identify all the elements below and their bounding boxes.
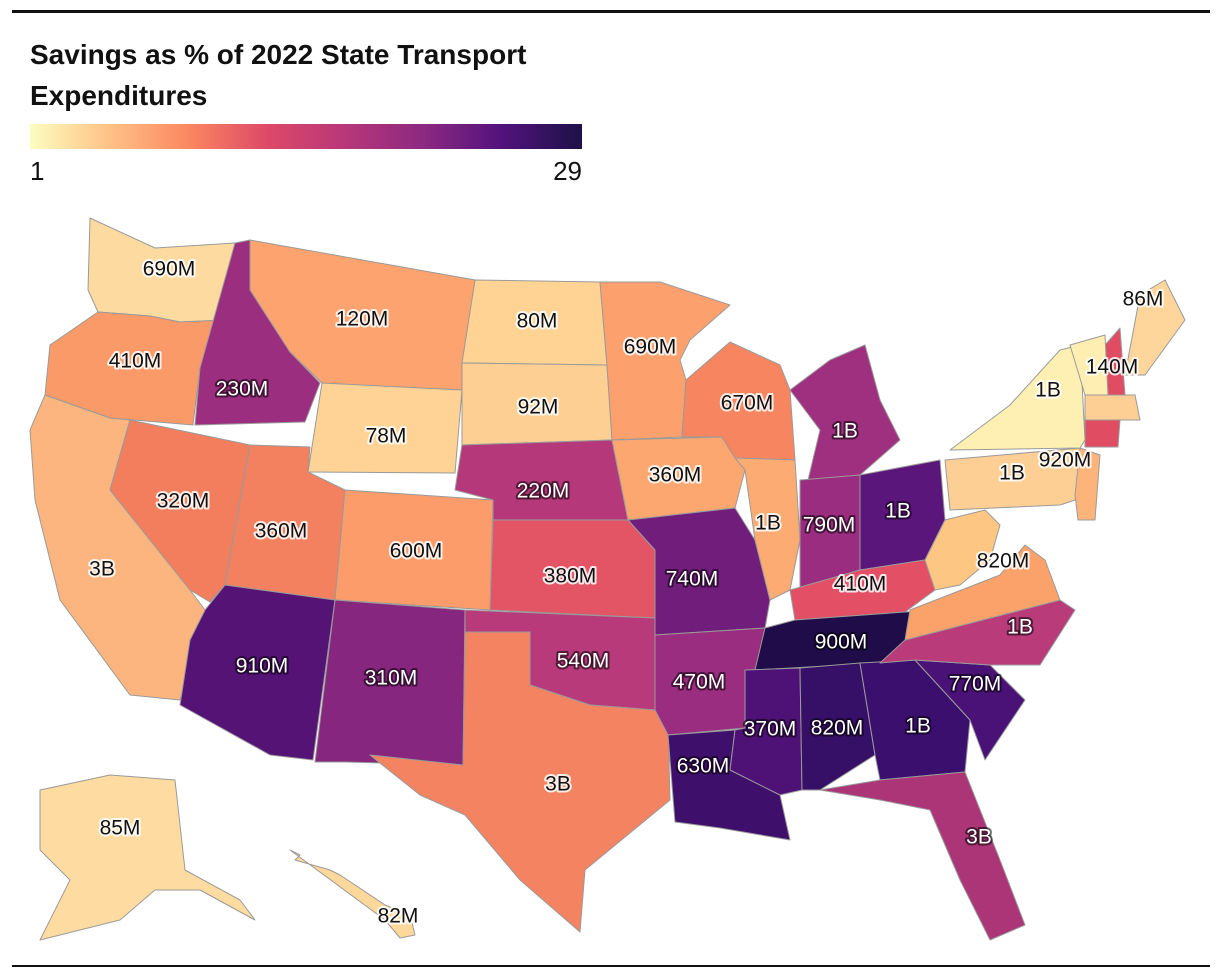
state-ny[interactable] xyxy=(949,344,1086,451)
state-label-ga: 1B xyxy=(905,715,931,738)
state-al[interactable] xyxy=(799,662,876,791)
state-label-ak: 85M xyxy=(100,817,141,840)
state-label-hi: 82M xyxy=(378,905,419,928)
state-label-sd: 92M xyxy=(518,396,559,419)
state-or[interactable] xyxy=(44,311,226,426)
state-label-ne: 220M xyxy=(517,480,570,503)
state-label-wi: 670M xyxy=(721,392,774,415)
state-label-mn: 690M xyxy=(624,336,677,359)
state-fl[interactable] xyxy=(819,771,1026,941)
state-label-co: 600M xyxy=(390,540,443,563)
state-label-pa: 1B xyxy=(999,462,1025,485)
state-label-nv: 320M xyxy=(157,490,210,513)
state-mo[interactable] xyxy=(627,507,771,636)
state-label-nm: 310M xyxy=(365,667,418,690)
state-label-nc: 1B xyxy=(1007,616,1033,639)
state-me[interactable] xyxy=(1124,279,1186,376)
state-label-mt: 120M xyxy=(336,308,389,331)
state-wy[interactable] xyxy=(307,382,463,474)
state-label-oh: 1B xyxy=(885,500,911,523)
state-ma[interactable] xyxy=(1084,394,1141,421)
state-label-ca: 3B xyxy=(89,558,115,581)
state-label-mo: 740M xyxy=(666,568,719,591)
state-label-nd: 80M xyxy=(517,310,558,333)
state-ak[interactable] xyxy=(39,774,256,941)
legend-max-label: 29 xyxy=(553,156,582,186)
state-label-ms: 370M xyxy=(744,718,797,741)
chart-title: Savings as % of 2022 State Transport Exp… xyxy=(30,39,527,111)
state-mn[interactable] xyxy=(599,281,731,441)
state-label-tx: 3B xyxy=(545,773,571,796)
state-label-sc: 770M xyxy=(949,673,1002,696)
state-label-ks: 380M xyxy=(544,565,597,588)
state-label-id: 230M xyxy=(216,378,269,401)
state-hi[interactable] xyxy=(289,849,416,939)
state-label-wa: 690M xyxy=(143,258,196,281)
state-label-me: 86M xyxy=(1123,288,1164,311)
top-rule xyxy=(12,10,1210,13)
state-wv[interactable] xyxy=(924,509,1001,591)
state-label-ny: 1B xyxy=(1035,379,1061,402)
state-label-ar: 470M xyxy=(673,671,726,694)
state-label-or: 410M xyxy=(109,350,162,373)
state-ct[interactable] xyxy=(1084,419,1121,448)
color-scale-legend xyxy=(30,124,582,149)
state-nj[interactable] xyxy=(1074,447,1101,521)
state-label-la: 630M xyxy=(677,755,730,778)
state-label-nh: 140M xyxy=(1086,356,1139,379)
state-pa[interactable] xyxy=(944,447,1091,511)
state-label-nj: 920M xyxy=(1039,449,1092,472)
legend-min-label: 1 xyxy=(30,156,45,186)
state-label-ky: 410M xyxy=(834,573,887,596)
state-label-tn: 900M xyxy=(815,631,868,654)
state-label-ok: 540M xyxy=(557,650,610,673)
state-label-mi: 1B xyxy=(832,420,858,443)
states-layer xyxy=(29,217,1186,941)
state-label-il: 1B xyxy=(755,512,781,535)
state-label-va: 820M xyxy=(977,550,1030,573)
state-label-fl: 3B xyxy=(966,826,992,849)
state-label-wy: 78M xyxy=(366,425,407,448)
state-label-al: 820M xyxy=(811,717,864,740)
state-il[interactable] xyxy=(734,457,801,601)
labels-layer: 690M 410M 3B 230M 320M 120M 78M 360M 910M 600M 310… xyxy=(87,256,1165,930)
state-tx[interactable] xyxy=(369,631,671,933)
bottom-rule xyxy=(12,965,1210,967)
state-label-in: 790M xyxy=(803,514,856,537)
state-mi[interactable] xyxy=(789,344,901,481)
state-label-az: 910M xyxy=(236,655,289,678)
state-va[interactable] xyxy=(904,544,1061,641)
state-label-ut: 360M xyxy=(255,520,308,543)
state-label-ia: 360M xyxy=(649,464,702,487)
state-nc[interactable] xyxy=(879,599,1076,666)
